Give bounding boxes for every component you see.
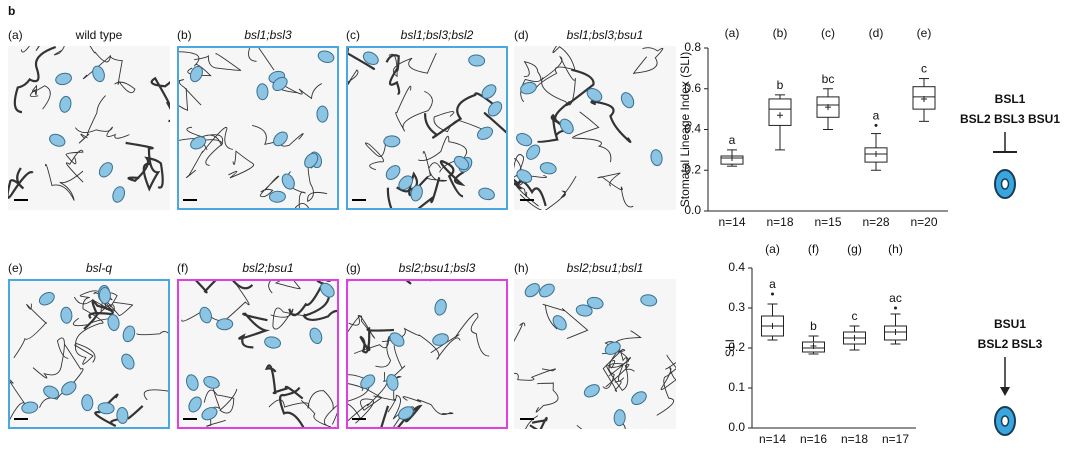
panel-title: bsl-q bbox=[86, 261, 112, 275]
panel-label: (g) bbox=[346, 261, 361, 275]
micrograph bbox=[327, 260, 508, 435]
significance-letter: a bbox=[873, 109, 880, 123]
panel-label: (d) bbox=[514, 28, 529, 42]
significance-letter: ac bbox=[889, 291, 902, 305]
y-tick-label: 0.8 bbox=[684, 40, 701, 54]
micrograph-content bbox=[320, 44, 533, 223]
significance-letter: bc bbox=[822, 72, 835, 86]
model-top: BSL1 bbox=[995, 92, 1026, 106]
panel-label: (c) bbox=[346, 28, 360, 42]
micrograph bbox=[0, 279, 204, 429]
n-label: n=17 bbox=[882, 432, 909, 446]
panel-label: (e) bbox=[8, 261, 23, 275]
stomata bbox=[81, 394, 93, 411]
panel-title: bsl2;bsu1;bsl1 bbox=[567, 261, 644, 275]
category-label: (a) bbox=[765, 242, 780, 256]
figure-label: b bbox=[8, 4, 15, 18]
category-label: (f) bbox=[808, 242, 819, 256]
category-label: (d) bbox=[869, 26, 884, 40]
significance-letter: a bbox=[769, 277, 776, 291]
arrow-head bbox=[1000, 387, 1010, 396]
figure: b (a) wild type (b) bsl1;bsl3 (c) bsl1;bsl3;b… bbox=[0, 0, 1070, 450]
stomata bbox=[614, 409, 626, 426]
significance-letter: c bbox=[921, 62, 927, 76]
stomata bbox=[216, 318, 233, 330]
y-tick-label: 0.1 bbox=[728, 380, 745, 394]
model-bottom: BSL2 BSL3 bbox=[978, 337, 1043, 351]
y-tick-label: 0.2 bbox=[728, 340, 745, 354]
category-label: (e) bbox=[917, 26, 932, 40]
micrograph-content bbox=[156, 257, 352, 444]
category-label: (b) bbox=[773, 26, 788, 40]
micrograph bbox=[483, 40, 676, 211]
y-tick-label: 0.4 bbox=[684, 122, 701, 136]
stomata bbox=[384, 136, 400, 147]
y-tick-label: 0.2 bbox=[684, 162, 701, 176]
y-tick-label: 0.3 bbox=[728, 300, 745, 314]
panel-label: (h) bbox=[514, 261, 529, 275]
significance-letter: b bbox=[777, 78, 784, 92]
model-bottom: BSL2 BSL3 BSU1 bbox=[960, 112, 1060, 126]
panel-title: bsl1;bsl3;bsu1 bbox=[567, 28, 644, 42]
y-tick-label: 0.4 bbox=[728, 260, 745, 274]
panel-title: wild type bbox=[75, 28, 123, 42]
model-top: BSU1 bbox=[994, 317, 1026, 331]
micrograph-content bbox=[0, 279, 204, 429]
n-label: n=15 bbox=[814, 215, 841, 229]
panel-label: (a) bbox=[8, 28, 23, 42]
outlier bbox=[894, 307, 897, 310]
outlier bbox=[875, 124, 878, 127]
panel-label: (b) bbox=[177, 28, 192, 42]
cell-wall bbox=[0, 0, 38, 52]
n-label: n=14 bbox=[759, 432, 786, 446]
micrograph bbox=[156, 257, 352, 444]
y-tick-label: 0.0 bbox=[684, 203, 701, 217]
box bbox=[769, 99, 791, 125]
n-label: n=18 bbox=[766, 215, 793, 229]
significance-letter: a bbox=[729, 133, 736, 147]
panel-title: bsl1;bsl3;bsl2 bbox=[401, 28, 474, 42]
panel-label: (f) bbox=[177, 261, 188, 275]
stomata bbox=[257, 83, 269, 100]
micrograph-bg bbox=[177, 279, 339, 429]
significance-letter: b bbox=[810, 319, 817, 333]
n-label: n=16 bbox=[800, 432, 827, 446]
micrograph bbox=[320, 44, 533, 223]
category-label: (c) bbox=[821, 26, 835, 40]
micrograph-content bbox=[483, 40, 676, 211]
stomata bbox=[269, 191, 286, 203]
panel-title: bsl2;bsu1;bsl3 bbox=[399, 261, 476, 275]
n-label: n=18 bbox=[841, 432, 868, 446]
stomata bbox=[317, 106, 328, 122]
micrograph-bg bbox=[514, 46, 676, 210]
outlier bbox=[771, 293, 774, 296]
category-label: (g) bbox=[847, 242, 862, 256]
stomata-pore bbox=[1002, 416, 1009, 426]
category-label: (h) bbox=[888, 242, 903, 256]
y-tick-label: 0.0 bbox=[728, 420, 745, 434]
n-label: n=14 bbox=[718, 215, 745, 229]
panel-title: bsl2;bsu1 bbox=[242, 261, 293, 275]
y-tick-label: 0.6 bbox=[684, 81, 701, 95]
significance-letter: c bbox=[852, 309, 858, 323]
n-label: n=20 bbox=[910, 215, 937, 229]
micrograph-bg bbox=[8, 46, 170, 210]
stomata-pore bbox=[1002, 179, 1009, 189]
n-label: n=28 bbox=[862, 215, 889, 229]
micrograph-content bbox=[327, 260, 508, 435]
stomata bbox=[99, 287, 110, 303]
panel-title: bsl1;bsl3 bbox=[244, 28, 292, 42]
category-label: (a) bbox=[725, 26, 740, 40]
